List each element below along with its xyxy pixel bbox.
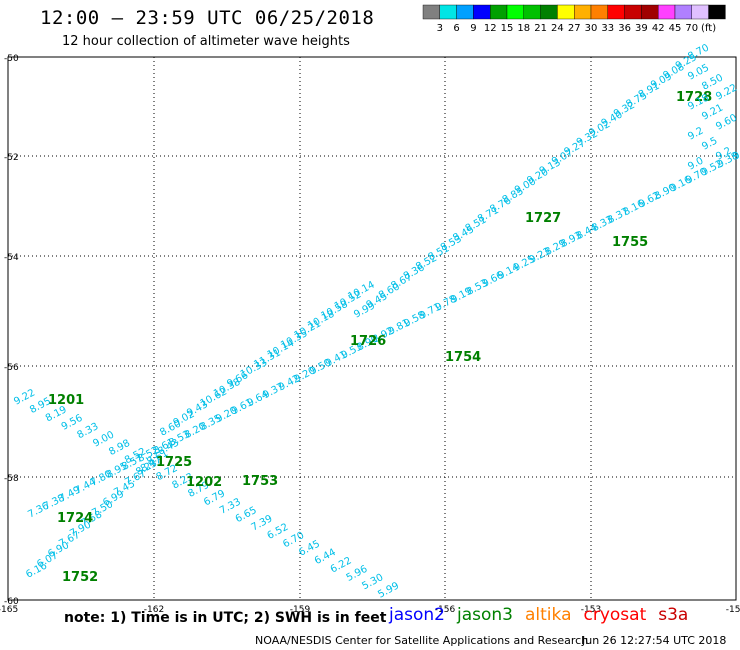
time-label: 1725 xyxy=(156,455,192,470)
satellite-label: cryosat xyxy=(583,605,647,625)
legend-label: 33 xyxy=(601,23,614,34)
legend-label: 21 xyxy=(534,23,547,34)
legend-label: 45 xyxy=(669,23,682,34)
time-label: 1201 xyxy=(48,393,84,408)
legend-label: (ft) xyxy=(701,23,716,34)
wave-height-label: 9.2 xyxy=(686,125,705,142)
latitude-label: -58 xyxy=(4,474,19,484)
latitude-label: -52 xyxy=(4,153,19,163)
satellite-label: jason3 xyxy=(457,605,513,625)
legend-label: 9 xyxy=(470,23,476,34)
longitude-label: -150 xyxy=(726,605,740,615)
page-subtitle: 12 hour collection of altimeter wave hei… xyxy=(62,34,350,49)
plot-frame xyxy=(7,56,737,601)
legend-label: 39 xyxy=(635,23,648,34)
credit-line: NOAA/NESDIS Center for Satellite Applica… xyxy=(255,634,589,647)
legend-label: 15 xyxy=(501,23,514,34)
time-label: 1755 xyxy=(612,235,648,250)
legend-label: 30 xyxy=(585,23,598,34)
time-label: 1202 xyxy=(186,475,222,490)
latitude-label: -56 xyxy=(4,363,19,373)
satellite-legend: jason2 jason3 altika cryosat s3a xyxy=(389,605,700,625)
wave-height-label: 9.1 xyxy=(731,145,740,162)
wave-height-label: 9.5 xyxy=(700,135,719,152)
time-label: 1754 xyxy=(445,350,481,365)
legend-label: 27 xyxy=(568,23,581,34)
latitude-label: -54 xyxy=(4,253,19,263)
legend-label: 24 xyxy=(551,23,564,34)
longitude-label: -156 xyxy=(435,605,456,615)
legend-label: 6 xyxy=(453,23,459,34)
color-legend: 3 6 9 12 15 18 21 24 27 30 33 36 39 42 45 70 (ft) xyxy=(422,4,726,34)
time-label: 1727 xyxy=(525,211,561,226)
legend-label: 36 xyxy=(618,23,631,34)
page-title: 12:00 – 23:59 UTC 06/25/2018 xyxy=(40,7,375,29)
legend-label: 42 xyxy=(652,23,665,34)
time-label: 1753 xyxy=(242,474,278,489)
time-label: 1752 xyxy=(62,570,98,585)
longitude-label: -162 xyxy=(144,605,164,615)
legend-label: 18 xyxy=(517,23,530,34)
latitude-label: -50 xyxy=(4,54,19,64)
legend-label: 12 xyxy=(484,23,497,34)
timestamp: Jun 26 12:27:54 UTC 2018 xyxy=(582,634,727,647)
latitude-label: -60 xyxy=(4,597,19,607)
wave-height-label: 8.70 xyxy=(686,42,711,62)
longitude-label: -153 xyxy=(581,605,601,615)
time-label: 1726 xyxy=(350,334,386,349)
satellite-label: altika xyxy=(525,605,572,625)
longitude-label: -159 xyxy=(290,605,311,615)
satellite-label: jason2 xyxy=(389,605,445,625)
time-label: 1728 xyxy=(676,90,712,105)
satellite-label: s3a xyxy=(658,605,689,625)
legend-label: 3 xyxy=(437,23,443,34)
legend-label: 70 xyxy=(685,23,698,34)
footer-note: note: 1) Time is in UTC; 2) SWH is in fe… xyxy=(64,610,387,626)
longitude-label: -165 xyxy=(0,605,18,615)
legend-swatch xyxy=(708,4,726,20)
time-label: 1724 xyxy=(57,511,93,526)
